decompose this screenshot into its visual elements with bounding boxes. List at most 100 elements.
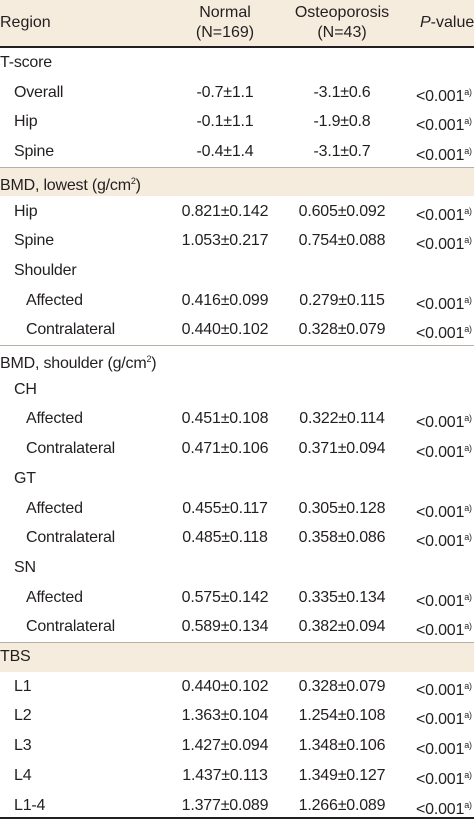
cell-normal [166, 48, 284, 78]
table-row: SN [0, 553, 474, 583]
table-row: CH [0, 375, 474, 405]
cell-normal: 1.377±0.089 [181, 796, 269, 814]
cell-normal: 0.589±0.134 [181, 618, 269, 636]
cell-osteoporosis: 0.328±0.079 [298, 677, 386, 695]
cell-p-value: <0.001a) [416, 294, 472, 313]
cell-normal: 1.363±0.104 [181, 707, 269, 725]
table-row: Affected 0.455±0.117 0.305±0.128 <0.001a) [0, 494, 474, 524]
cell-p-value: <0.001a) [416, 591, 472, 610]
row-label: L3 [14, 737, 32, 755]
header-osteoporosis: Osteoporosis (N=43) [280, 3, 404, 43]
cell-p-value: <0.001a) [416, 235, 472, 254]
cell-normal [166, 642, 284, 672]
table-row: Affected 0.575±0.142 0.335±0.134 <0.001a) [0, 583, 474, 613]
row-label: SN [14, 558, 36, 576]
cell-normal: 0.821±0.142 [181, 202, 269, 220]
cell-normal: 0.575±0.142 [181, 588, 269, 606]
cell-p-value: <0.001a) [416, 710, 472, 729]
header-rule [0, 46, 474, 48]
table-row: Affected 0.451±0.108 0.322±0.114 <0.001a) [0, 404, 474, 434]
row-label: Overall [14, 83, 64, 101]
cell-osteoporosis [280, 345, 404, 375]
cell-normal: 0.455±0.117 [182, 499, 268, 517]
table-row: T-score [0, 48, 474, 78]
cell-osteoporosis [280, 256, 404, 286]
cell-normal: 0.416±0.099 [181, 291, 269, 309]
cell-normal [166, 167, 284, 197]
cell-p-value: <0.001a) [416, 413, 472, 432]
header-osteo-n: (N=43) [317, 24, 367, 41]
header-p-value: P-value [420, 13, 474, 33]
row-label: Affected [26, 291, 83, 309]
cell-normal: 0.440±0.102 [181, 321, 269, 339]
cell-osteoporosis [280, 642, 404, 672]
header-normal-n: (N=169) [195, 24, 255, 41]
row-label: Spine [14, 232, 54, 250]
row-label: BMD, shoulder (g/cm2) [0, 354, 157, 372]
row-label: L1 [14, 677, 32, 695]
cell-osteoporosis: 0.371±0.094 [298, 440, 386, 458]
table-row: BMD, shoulder (g/cm2) [0, 345, 474, 375]
cell-p-value: <0.001a) [416, 621, 472, 640]
header-p-italic: P [420, 14, 431, 31]
header-normal-title: Normal [199, 4, 251, 21]
row-label: Shoulder [14, 261, 77, 279]
section-divider [0, 345, 474, 346]
cell-p-value: <0.001a) [416, 680, 472, 699]
table-row: GT [0, 464, 474, 494]
cell-normal: 0.451±0.108 [181, 410, 269, 428]
row-label: L2 [14, 707, 32, 725]
table-row: Hip 0.821±0.142 0.605±0.092 <0.001a) [0, 197, 474, 227]
cell-normal [166, 464, 284, 494]
cell-p-value: <0.001a) [416, 502, 472, 521]
table-row: TBS [0, 642, 474, 672]
cell-osteoporosis: 0.335±0.134 [298, 588, 386, 606]
table-row: Spine 1.053±0.217 0.754±0.088 <0.001a) [0, 226, 474, 256]
cell-osteoporosis [280, 464, 404, 494]
cell-osteoporosis: 0.382±0.094 [298, 618, 386, 636]
cell-normal: 0.485±0.118 [182, 529, 268, 547]
cell-p-value: <0.001a) [416, 116, 472, 135]
cell-osteoporosis [280, 48, 404, 78]
cell-osteoporosis [280, 375, 404, 405]
section-divider [0, 642, 474, 643]
cell-osteoporosis: -3.1±0.6 [313, 83, 371, 101]
cell-osteoporosis [280, 167, 404, 197]
row-label: Contralateral [26, 618, 116, 636]
cell-normal: 1.437±0.113 [182, 766, 268, 784]
row-label: Hip [14, 202, 38, 220]
table-row: L1 0.440±0.102 0.328±0.079 <0.001a) [0, 672, 474, 702]
row-label: TBS [0, 648, 31, 665]
table-row: Shoulder [0, 256, 474, 286]
cell-osteoporosis: 0.328±0.079 [298, 321, 386, 339]
table-row: BMD, lowest (g/cm2) [0, 166, 474, 197]
cell-osteoporosis: -1.9±0.8 [313, 113, 371, 131]
cell-normal: -0.4±1.4 [196, 143, 254, 161]
table-row: L3 1.427±0.094 1.348±0.106 <0.001a) [0, 731, 474, 761]
row-label: Affected [26, 410, 83, 428]
table-row: L2 1.363±0.104 1.254±0.108 <0.001a) [0, 701, 474, 731]
cell-osteoporosis: 1.348±0.106 [298, 737, 386, 755]
cell-normal: 0.471±0.106 [181, 440, 269, 458]
cell-normal [166, 375, 284, 405]
cell-osteoporosis: 1.266±0.089 [298, 796, 386, 814]
header-p-rest: -value [430, 14, 474, 31]
cell-p-value: <0.001a) [416, 86, 472, 105]
cell-p-value: <0.001a) [416, 443, 472, 462]
cell-normal [166, 345, 284, 375]
table-row: Contralateral 0.485±0.118 0.358±0.086 <0.00… [0, 523, 474, 553]
table-row: Spine -0.4±1.4 -3.1±0.7 <0.001a) [0, 137, 474, 167]
row-label: T-score [0, 54, 52, 71]
cell-osteoporosis: 1.349±0.127 [298, 766, 386, 784]
header-region: Region [0, 14, 51, 31]
cell-osteoporosis: 0.305±0.128 [298, 499, 386, 517]
cell-osteoporosis: 0.754±0.088 [298, 232, 386, 250]
row-label: Contralateral [26, 440, 116, 458]
cell-osteoporosis: 1.254±0.108 [298, 707, 386, 725]
cell-normal [166, 256, 284, 286]
table-row: Hip -0.1±1.1 -1.9±0.8 <0.001a) [0, 107, 474, 137]
row-label: L1-4 [14, 796, 46, 814]
cell-p-value: <0.001a) [416, 532, 472, 551]
table-row: L4 1.437±0.113 1.349±0.127 <0.001a) [0, 761, 474, 791]
